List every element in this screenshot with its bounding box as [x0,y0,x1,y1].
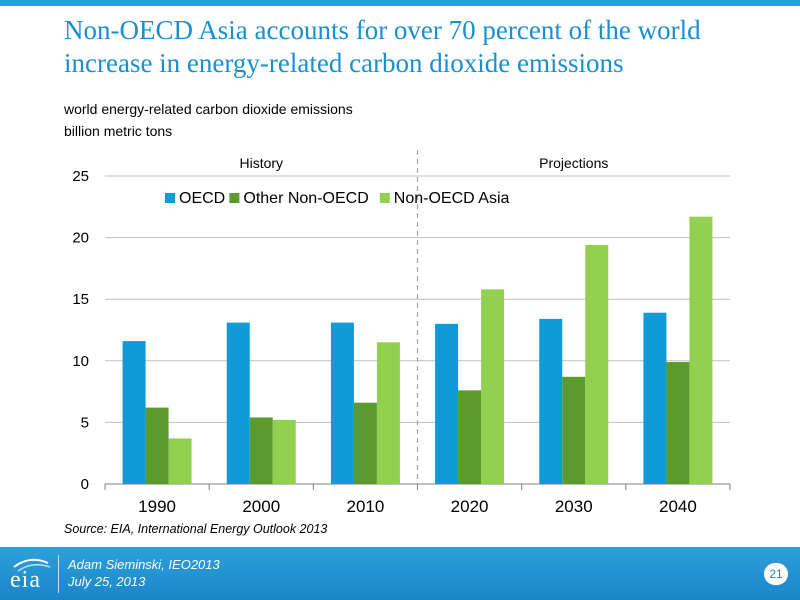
bar-other-non-oecd-2030 [562,376,586,484]
legend-swatch [379,193,390,203]
bar-other-non-oecd-2000 [249,417,273,484]
chart-subtitle: world energy-related carbon dioxide emis… [64,98,353,142]
bar-oecd-2020 [435,323,459,484]
x-tick-label: 2010 [347,497,385,516]
x-tick-label: 2040 [659,497,697,516]
bar-oecd-1990 [122,341,146,484]
x-tick-label: 2030 [555,497,593,516]
x-tick-label: 1990 [138,497,176,516]
bar-oecd-2010 [330,322,354,484]
bar-non-oecd-asia-2000 [272,419,296,484]
chart-subtitle-line2: billion metric tons [64,123,173,139]
legend-label: Other Non-OECD [243,190,368,207]
logo-swirl-icon [13,558,51,572]
y-tick-label: 5 [81,414,89,431]
bar-oecd-2000 [226,322,250,484]
top-accent-stripe [0,0,800,6]
bar-non-oecd-asia-2040 [689,216,713,484]
y-tick-label: 20 [72,230,89,247]
legend-swatch [229,193,240,203]
footer-author: Adam Sieminski, IEO2013 [68,557,220,572]
x-tick-label: 2000 [242,497,280,516]
y-tick-label: 15 [72,291,89,308]
chart-subtitle-line1: world energy-related carbon dioxide emis… [64,101,353,117]
bar-other-non-oecd-1990 [145,407,169,484]
annotation-label: History [239,155,283,171]
legend-label: Non-OECD Asia [394,190,510,207]
bar-other-non-oecd-2020 [458,390,482,484]
bar-non-oecd-asia-2030 [585,244,609,484]
bar-oecd-2040 [643,312,667,484]
x-tick-label: 2020 [451,497,489,516]
annotation-label: Projections [539,155,608,171]
bar-other-non-oecd-2040 [666,362,690,484]
legend-swatch [165,193,175,203]
legend-label: OECD [179,190,225,207]
slide-title: Non-OECD Asia accounts for over 70 perce… [64,15,701,78]
page-number: 21 [764,563,788,585]
y-tick-label: 10 [72,353,89,370]
eia-logo: eia [8,553,54,595]
bar-non-oecd-asia-1990 [168,438,192,484]
bar-non-oecd-asia-2010 [376,342,400,484]
footer-date: July 25, 2013 [68,574,146,589]
bar-oecd-2030 [539,318,563,484]
source-note: Source: EIA, International Energy Outloo… [64,522,328,536]
bar-non-oecd-asia-2020 [481,289,505,484]
footer-divider [58,555,59,593]
logo-text: eia [10,567,41,593]
bar-other-non-oecd-2010 [353,402,377,484]
y-tick-label: 25 [72,168,89,185]
y-tick-label: 0 [81,476,89,493]
bar-chart: 0 5 10 15 20 25 1990 2000 2010 2020 2030 2040 Histor… [72,150,731,516]
footer-bar: eia Adam Sieminski, IEO2013 July 25, 201… [0,547,800,600]
